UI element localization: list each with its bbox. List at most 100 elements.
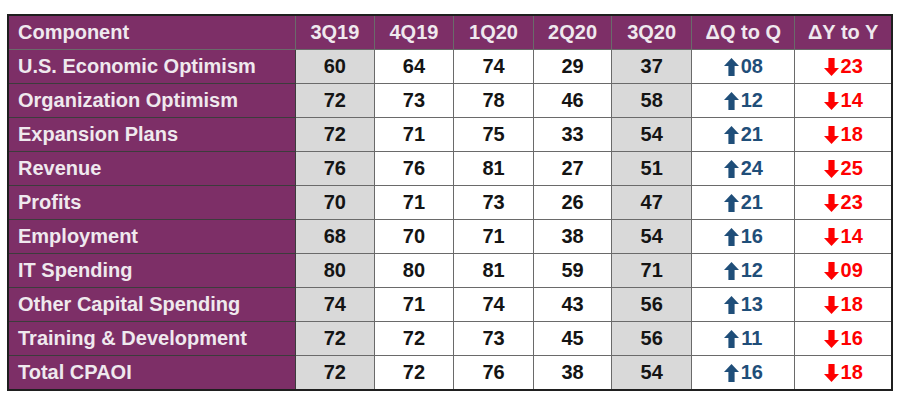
- delta-value: 08: [741, 55, 763, 77]
- value-cell: 71: [374, 185, 453, 219]
- value-cell: 45: [534, 321, 612, 355]
- value-cell: 54: [612, 219, 692, 253]
- value-cell: 76: [295, 151, 374, 185]
- delta-value: 14: [841, 89, 863, 111]
- value-cell: 74: [453, 287, 533, 321]
- value-cell: 74: [295, 287, 374, 321]
- down-arrow-icon: [824, 293, 839, 316]
- value-cell: 72: [295, 83, 374, 117]
- row-label: Total CPAOI: [8, 355, 295, 390]
- delta-value: 12: [741, 89, 763, 111]
- delta-q-to-q-cell: 16: [692, 219, 795, 253]
- down-arrow-icon: [824, 259, 839, 282]
- delta-value: 09: [841, 259, 863, 281]
- value-cell: 56: [612, 321, 692, 355]
- value-cell: 64: [374, 50, 453, 84]
- value-cell: 75: [453, 117, 533, 151]
- delta-q-to-q-cell: 13: [692, 287, 795, 321]
- delta-value: 24: [741, 157, 763, 179]
- delta-q-to-q-cell: 16: [692, 355, 795, 390]
- delta-value: 18: [841, 293, 863, 315]
- row-label: Profits: [8, 185, 295, 219]
- table-row: IT Spending80808159711209: [8, 253, 892, 287]
- column-header-3q19: 3Q19: [295, 15, 374, 50]
- up-arrow-icon: [724, 259, 739, 282]
- delta-y-to-y-cell: 09: [795, 253, 892, 287]
- delta-value: 14: [841, 225, 863, 247]
- cpaoi-components-table: Component 3Q19 4Q19 1Q20 2Q20 3Q20 ΔQ to…: [7, 14, 893, 391]
- value-cell: 38: [534, 355, 612, 390]
- table-row: Revenue76768127512425: [8, 151, 892, 185]
- value-cell: 71: [453, 219, 533, 253]
- delta-value: 12: [741, 259, 763, 281]
- down-arrow-icon: [824, 55, 839, 78]
- delta-y-to-y-cell: 16: [795, 321, 892, 355]
- value-cell: 60: [295, 50, 374, 84]
- delta-q-to-q-cell: 11: [692, 321, 795, 355]
- value-cell: 71: [612, 253, 692, 287]
- value-cell: 43: [534, 287, 612, 321]
- value-cell: 81: [453, 253, 533, 287]
- value-cell: 80: [295, 253, 374, 287]
- value-cell: 76: [374, 151, 453, 185]
- delta-value: 16: [741, 361, 763, 383]
- value-cell: 56: [612, 287, 692, 321]
- value-cell: 73: [374, 83, 453, 117]
- down-arrow-icon: [824, 89, 839, 112]
- down-arrow-icon: [824, 191, 839, 214]
- row-label: Employment: [8, 219, 295, 253]
- column-header-1q20: 1Q20: [453, 15, 533, 50]
- delta-q-to-q-cell: 24: [692, 151, 795, 185]
- delta-value: 13: [741, 293, 763, 315]
- cpaoi-table-page: Component 3Q19 4Q19 1Q20 2Q20 3Q20 ΔQ to…: [0, 0, 900, 405]
- delta-value: 16: [841, 327, 863, 349]
- table-row: Training & Development72727345561116: [8, 321, 892, 355]
- column-header-3q20: 3Q20: [612, 15, 692, 50]
- row-label: Other Capital Spending: [8, 287, 295, 321]
- down-arrow-icon: [824, 327, 839, 350]
- table-row: Expansion Plans72717533542118: [8, 117, 892, 151]
- value-cell: 72: [295, 321, 374, 355]
- delta-y-to-y-cell: 23: [795, 50, 892, 84]
- value-cell: 54: [612, 117, 692, 151]
- value-cell: 37: [612, 50, 692, 84]
- delta-q-to-q-cell: 21: [692, 117, 795, 151]
- table-row: Employment68707138541614: [8, 219, 892, 253]
- up-arrow-icon: [724, 361, 739, 384]
- down-arrow-icon: [824, 225, 839, 248]
- value-cell: 70: [374, 219, 453, 253]
- column-header-2q20: 2Q20: [534, 15, 612, 50]
- up-arrow-icon: [724, 327, 739, 350]
- value-cell: 73: [453, 321, 533, 355]
- header-row: Component 3Q19 4Q19 1Q20 2Q20 3Q20 ΔQ to…: [8, 15, 892, 50]
- row-label: U.S. Economic Optimism: [8, 50, 295, 84]
- value-cell: 33: [534, 117, 612, 151]
- delta-value: 18: [841, 361, 863, 383]
- delta-q-to-q-cell: 08: [692, 50, 795, 84]
- delta-q-to-q-cell: 12: [692, 83, 795, 117]
- up-arrow-icon: [724, 157, 739, 180]
- delta-value: 18: [841, 123, 863, 145]
- table-row: Total CPAOI72727638541618: [8, 355, 892, 390]
- column-header-delta-y-to-y: ΔY to Y: [795, 15, 892, 50]
- value-cell: 76: [453, 355, 533, 390]
- row-label: Training & Development: [8, 321, 295, 355]
- delta-value: 11: [741, 327, 762, 349]
- value-cell: 72: [295, 117, 374, 151]
- value-cell: 74: [453, 50, 533, 84]
- delta-y-to-y-cell: 23: [795, 185, 892, 219]
- row-label: Expansion Plans: [8, 117, 295, 151]
- delta-value: 21: [741, 191, 763, 213]
- up-arrow-icon: [724, 191, 739, 214]
- value-cell: 29: [534, 50, 612, 84]
- up-arrow-icon: [724, 293, 739, 316]
- value-cell: 81: [453, 151, 533, 185]
- down-arrow-icon: [824, 361, 839, 384]
- table-row: Organization Optimism72737846581214: [8, 83, 892, 117]
- value-cell: 54: [612, 355, 692, 390]
- value-cell: 47: [612, 185, 692, 219]
- value-cell: 72: [374, 321, 453, 355]
- up-arrow-icon: [724, 55, 739, 78]
- value-cell: 27: [534, 151, 612, 185]
- delta-y-to-y-cell: 14: [795, 83, 892, 117]
